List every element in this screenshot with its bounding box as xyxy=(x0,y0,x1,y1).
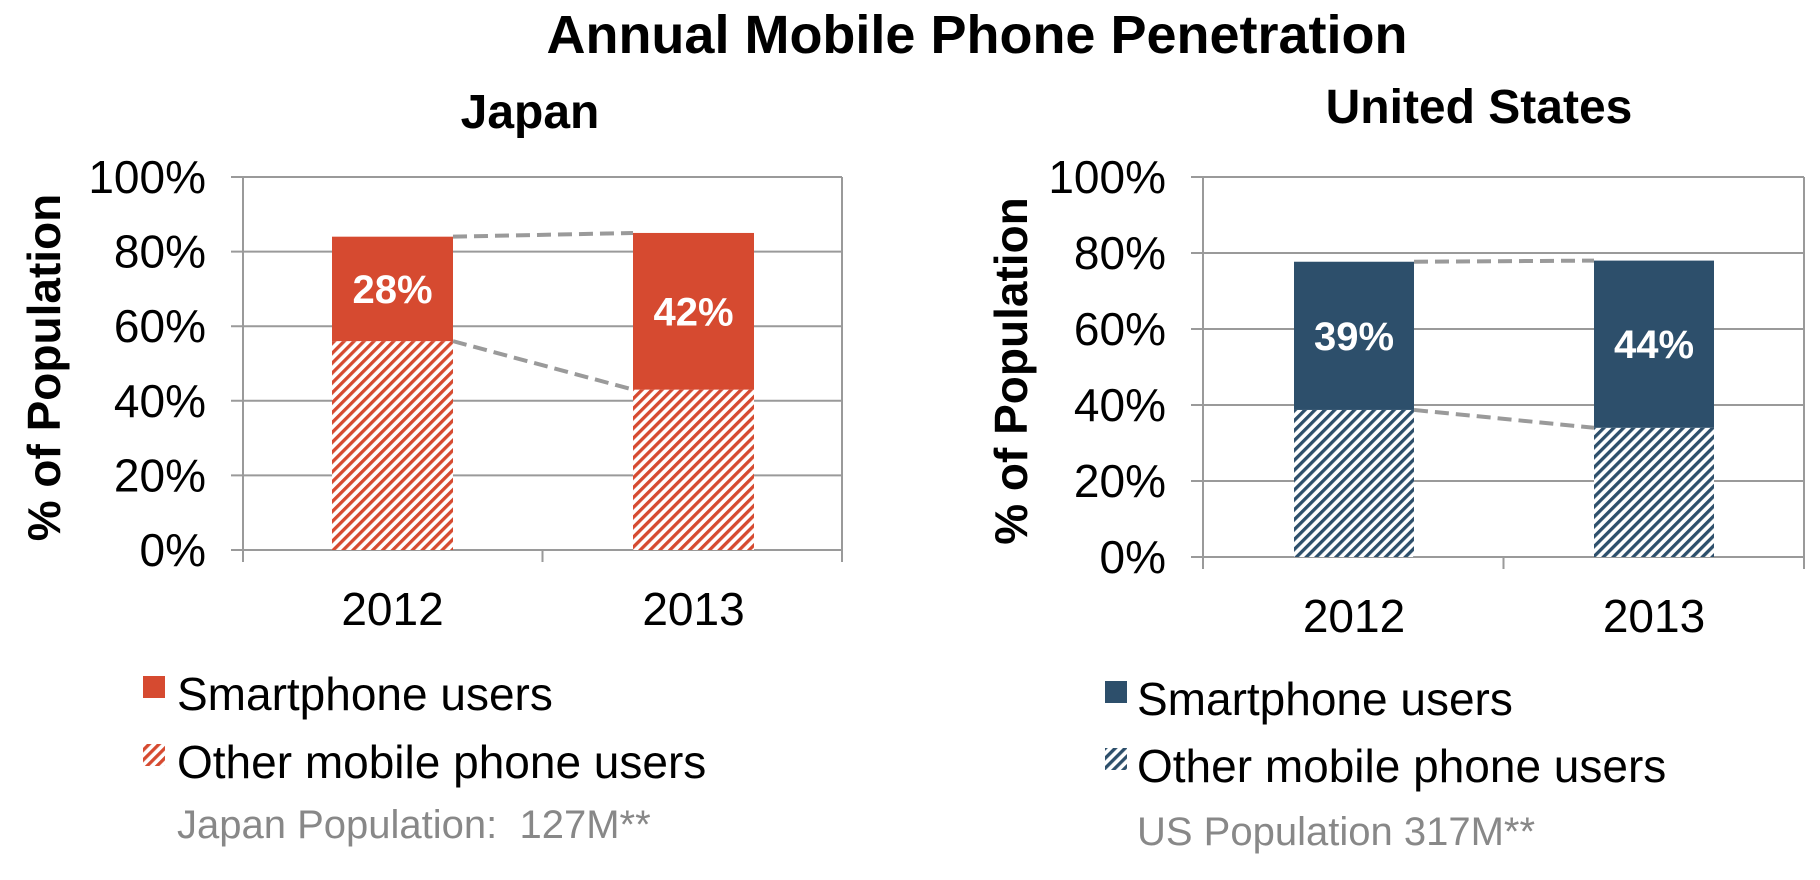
connector-line-split xyxy=(1413,407,1595,430)
population-footnote: US Population 317M** xyxy=(1137,810,1535,854)
bar-smartphone-users-2013 xyxy=(1594,260,1714,428)
bar-smartphone-users-2012 xyxy=(1294,261,1414,410)
data-label: 39% xyxy=(1314,315,1394,359)
legend-label: Smartphone users xyxy=(177,668,553,720)
bar-other-users-2013 xyxy=(633,389,754,550)
y-tick-label: 100% xyxy=(1048,151,1166,203)
data-label: 28% xyxy=(352,268,432,312)
legend-label: Other mobile phone users xyxy=(177,736,706,788)
data-label: 42% xyxy=(653,290,733,334)
bar-other-users-2012 xyxy=(332,341,453,550)
x-tick-label: 2012 xyxy=(1303,590,1405,642)
y-tick-label: 0% xyxy=(1100,531,1166,583)
y-tick-label: 60% xyxy=(1074,303,1166,355)
legend-label: Other mobile phone users xyxy=(1137,740,1666,792)
x-tick-label: 2013 xyxy=(1603,590,1705,642)
y-tick-label: 80% xyxy=(114,226,206,278)
y-tick-label: 20% xyxy=(114,449,206,501)
main-title: Annual Mobile Phone Penetration xyxy=(546,5,1407,65)
connector-line-total xyxy=(452,230,634,239)
y-tick-label: 80% xyxy=(1074,227,1166,279)
legend-label: Smartphone users xyxy=(1137,673,1513,725)
y-tick-label: 40% xyxy=(1074,379,1166,431)
y-axis-label: % of Population xyxy=(18,194,70,542)
bar-smartphone-users-2012 xyxy=(332,236,453,342)
bar-smartphone-users-2013 xyxy=(633,232,754,390)
y-tick-label: 0% xyxy=(140,524,206,576)
connector-line-split xyxy=(452,339,634,392)
y-tick-label: 60% xyxy=(114,300,206,352)
legend-swatch-other xyxy=(143,744,165,766)
chart-subtitle: Japan xyxy=(461,86,600,139)
connector-line-total xyxy=(1413,258,1595,264)
bar-other-users-2013 xyxy=(1594,427,1714,557)
x-tick-label: 2012 xyxy=(341,583,443,635)
x-tick-label: 2013 xyxy=(642,583,744,635)
chart-subtitle: United States xyxy=(1326,81,1633,134)
data-label: 44% xyxy=(1614,323,1694,367)
y-tick-label: 40% xyxy=(114,375,206,427)
bar-other-users-2012 xyxy=(1294,409,1414,557)
y-tick-label: 100% xyxy=(88,151,206,203)
japan-chart-panel: Japan % of Population 0% 20% 40% 60% 80% 100% 28… xyxy=(18,86,843,847)
y-axis-label: % of Population xyxy=(985,197,1037,545)
legend-swatch-smartphone xyxy=(143,676,165,698)
legend-swatch-other xyxy=(1105,748,1127,770)
legend-swatch-smartphone xyxy=(1105,681,1127,703)
us-chart-panel: United States % of Population 0% 20% 40% 60% 8… xyxy=(985,81,1805,854)
population-footnote: Japan Population: 127M** xyxy=(177,803,651,847)
y-tick-label: 20% xyxy=(1074,455,1166,507)
